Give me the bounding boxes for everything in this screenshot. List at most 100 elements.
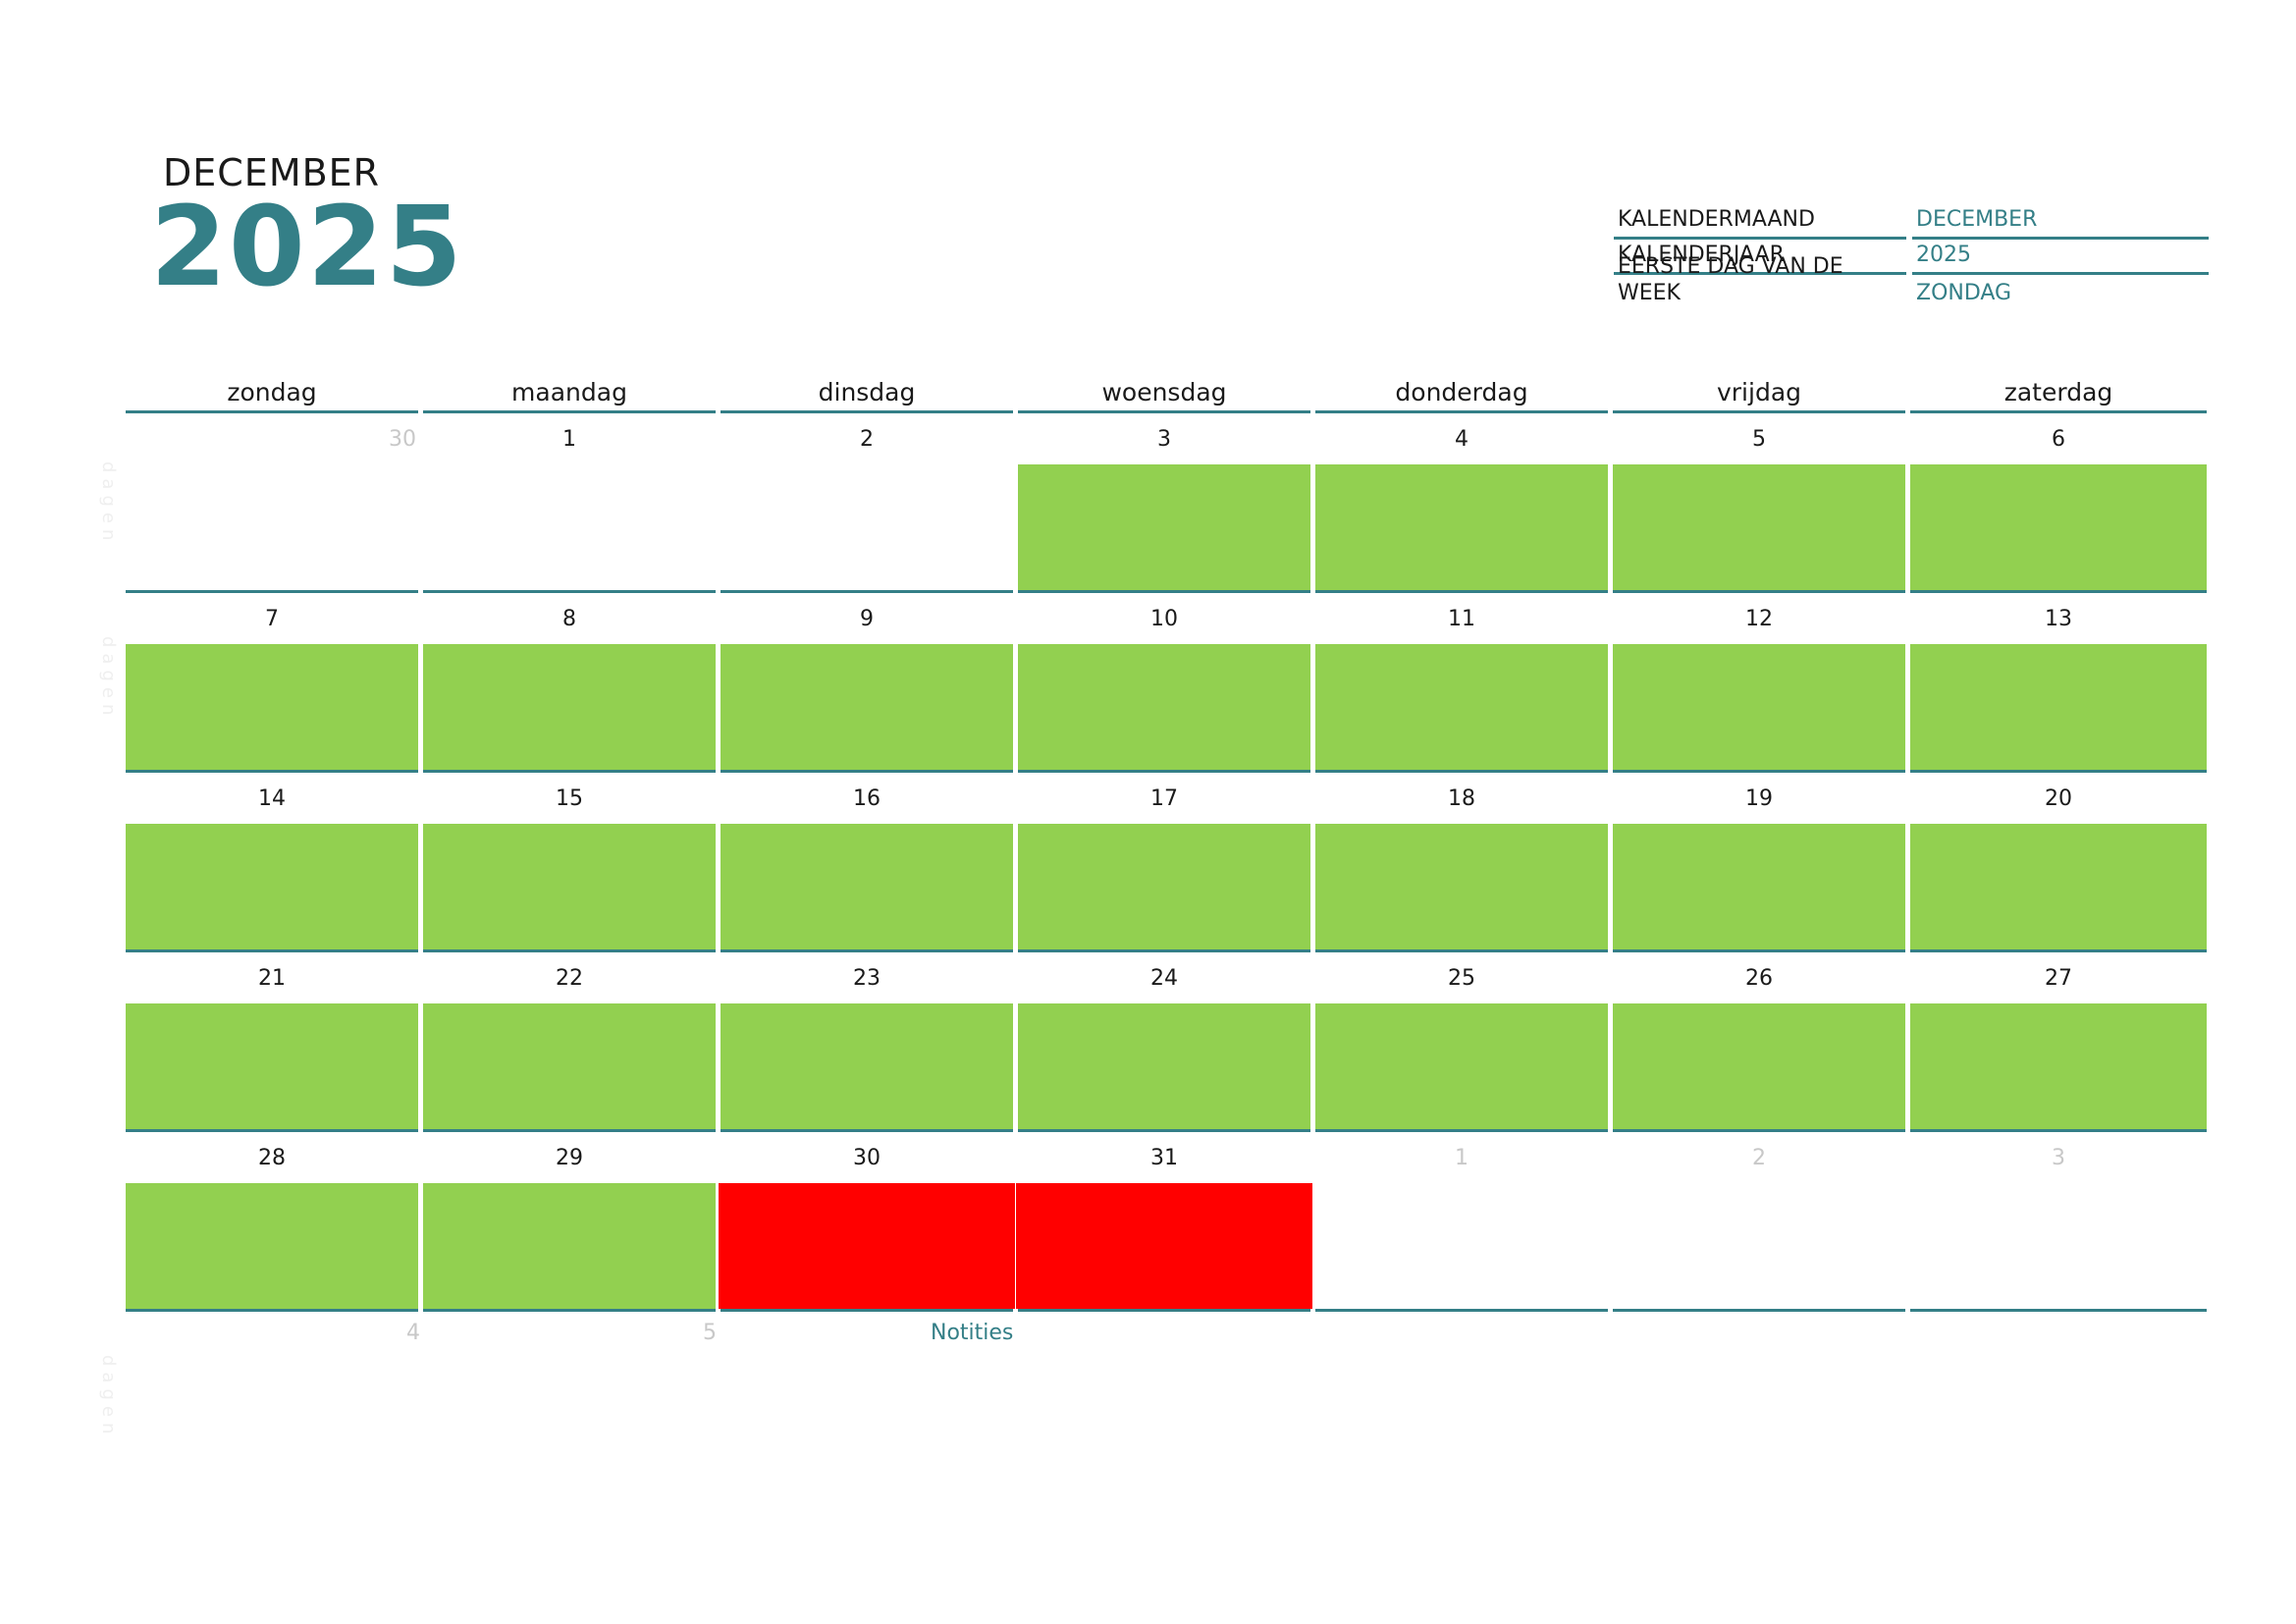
day-number: 17 — [1150, 786, 1178, 811]
day-cell[interactable]: 22 — [423, 952, 716, 1132]
weekday-header: vrijdag — [1613, 371, 1905, 413]
day-number: 14 — [258, 786, 286, 811]
day-cell[interactable]: 2 — [1613, 1132, 1905, 1312]
day-highlight-green — [721, 1003, 1013, 1129]
day-highlight-green — [126, 824, 418, 949]
settings-panel: KALENDERMAAND DECEMBER KALENDERJAAR 2025… — [1614, 204, 2209, 310]
day-cell[interactable]: 8 — [423, 593, 716, 773]
day-cell[interactable]: 6 — [1910, 413, 2207, 593]
day-highlight-green — [423, 824, 716, 949]
day-number: 23 — [853, 966, 881, 991]
day-highlight-green — [126, 1003, 418, 1129]
day-highlight-green — [721, 824, 1013, 949]
day-cell[interactable]: 5 — [1613, 413, 1905, 593]
day-number: 29 — [556, 1146, 583, 1170]
ghost-side-label: dagen — [98, 461, 119, 547]
year-title: 2025 — [150, 184, 464, 311]
day-number: 27 — [2045, 966, 2072, 991]
month-title: DECEMBER — [163, 151, 381, 194]
day-cell[interactable]: 19 — [1613, 773, 1905, 952]
day-cell[interactable]: 29 — [423, 1132, 716, 1312]
day-highlight-green — [1315, 824, 1608, 949]
day-cell[interactable]: 16 — [721, 773, 1013, 952]
day-number: 25 — [1448, 966, 1475, 991]
notes-label: Notities — [931, 1321, 1014, 1345]
setting-firstday-value[interactable]: ZONDAG — [1916, 280, 2012, 305]
setting-row-month: KALENDERMAAND DECEMBER — [1614, 204, 2209, 240]
weekday-header: woensdag — [1018, 371, 1310, 413]
setting-row-firstday: EERSTE DAG VAN DE WEEK ZONDAG — [1614, 254, 2209, 310]
day-cell[interactable]: 13 — [1910, 593, 2207, 773]
day-number: 11 — [1448, 607, 1475, 631]
day-highlight-green — [1018, 824, 1310, 949]
day-highlight-green — [1910, 824, 2207, 949]
calendar-week-row: 14 15 16 17 18 19 20 — [126, 773, 2210, 952]
ghost-side-label: dagen — [98, 636, 119, 722]
day-cell[interactable]: 30 — [126, 413, 418, 593]
day-highlight-green — [126, 644, 418, 770]
calendar-week-row: 7 8 9 10 11 12 13 — [126, 593, 2210, 773]
day-cell[interactable]: 15 — [423, 773, 716, 952]
day-cell[interactable]: 18 — [1315, 773, 1608, 952]
day-cell[interactable]: 14 — [126, 773, 418, 952]
day-number: 22 — [556, 966, 583, 991]
day-number: 30 — [389, 427, 416, 452]
weekday-header: maandag — [423, 371, 716, 413]
day-cell[interactable]: 3 — [1910, 1132, 2207, 1312]
calendar-grid: zondag maandag dinsdag woensdag donderda… — [126, 371, 2210, 1312]
day-cell[interactable]: 31 — [1016, 1132, 1312, 1312]
day-highlight-green — [1613, 464, 1905, 590]
day-number: 4 — [1455, 427, 1468, 452]
day-cell[interactable]: 9 — [721, 593, 1013, 773]
day-highlight-green — [1315, 1003, 1608, 1129]
day-cell[interactable]: 28 — [126, 1132, 418, 1312]
day-highlight-green — [126, 1183, 418, 1309]
day-cell[interactable]: 20 — [1910, 773, 2207, 952]
day-cell[interactable]: 2 — [721, 413, 1013, 593]
day-highlight-green — [1613, 1003, 1905, 1129]
day-cell[interactable]: 23 — [721, 952, 1013, 1132]
setting-label: KALENDERMAAND — [1614, 207, 1906, 240]
day-number: 1 — [1455, 1146, 1468, 1170]
setting-year-value[interactable]: 2025 — [1912, 243, 2209, 275]
day-cell[interactable]: 25 — [1315, 952, 1608, 1132]
setting-label: EERSTE DAG VAN DE WEEK — [1618, 254, 1843, 305]
day-cell[interactable]: 24 — [1018, 952, 1310, 1132]
day-number: 5 — [1752, 427, 1766, 452]
day-number: 30 — [853, 1146, 881, 1170]
day-highlight-green — [721, 644, 1013, 770]
day-cell[interactable]: 21 — [126, 952, 418, 1132]
day-cell[interactable]: 27 — [1910, 952, 2207, 1132]
weekday-header: dinsdag — [721, 371, 1013, 413]
day-cell[interactable]: 26 — [1613, 952, 1905, 1132]
day-number: 28 — [258, 1146, 286, 1170]
day-cell[interactable]: 1 — [423, 413, 716, 593]
calendar-weeks: 30 1 2 3 4 5 6 7 8 9 10 11 12 13 14 15 16 17 18 19 20 21 22 23 2… — [126, 413, 2210, 1312]
day-number: 7 — [265, 607, 279, 631]
day-highlight-green — [1613, 824, 1905, 949]
next-month-day: 4 — [406, 1321, 420, 1345]
day-highlight-green — [423, 1183, 716, 1309]
day-highlight-red — [719, 1183, 1015, 1309]
day-highlight-green — [1910, 1003, 2207, 1129]
day-number: 9 — [860, 607, 874, 631]
day-highlight-green — [1018, 464, 1310, 590]
day-highlight-green — [1315, 464, 1608, 590]
day-highlight-green — [1910, 644, 2207, 770]
day-cell[interactable]: 10 — [1018, 593, 1310, 773]
day-cell[interactable]: 1 — [1315, 1132, 1608, 1312]
day-number: 19 — [1745, 786, 1773, 811]
day-cell[interactable]: 17 — [1018, 773, 1310, 952]
day-cell[interactable]: 3 — [1018, 413, 1310, 593]
setting-month-value[interactable]: DECEMBER — [1912, 207, 2209, 240]
day-cell[interactable]: 12 — [1613, 593, 1905, 773]
day-cell[interactable]: 11 — [1315, 593, 1608, 773]
weekday-header: zaterdag — [1910, 371, 2207, 413]
day-number: 18 — [1448, 786, 1475, 811]
day-cell[interactable]: 30 — [719, 1132, 1015, 1312]
day-number: 6 — [2052, 427, 2065, 452]
day-cell[interactable]: 7 — [126, 593, 418, 773]
next-month-day: 5 — [703, 1321, 717, 1345]
day-cell[interactable]: 4 — [1315, 413, 1608, 593]
day-number: 8 — [562, 607, 576, 631]
